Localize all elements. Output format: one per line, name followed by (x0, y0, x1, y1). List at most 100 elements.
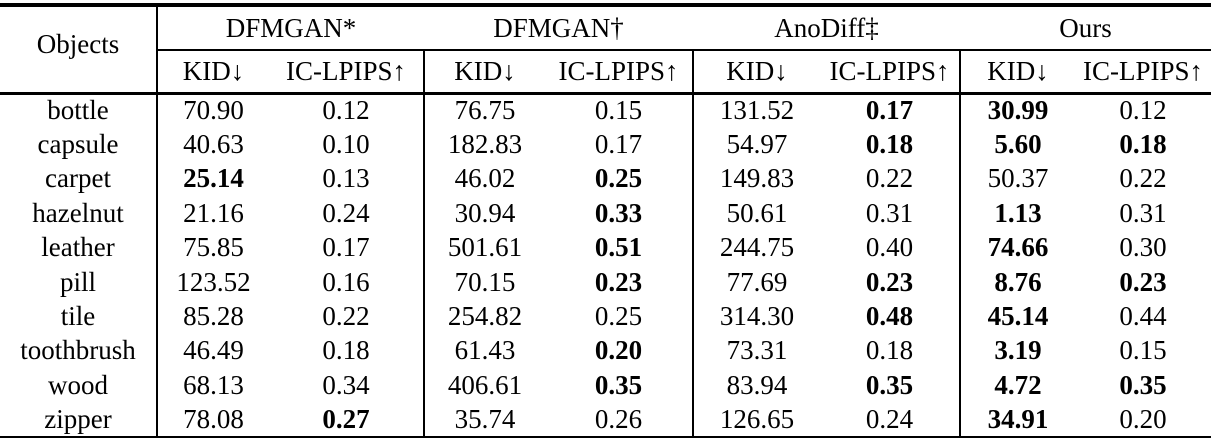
value-cell: 0.35 (594, 369, 643, 400)
object-name-cell: hazelnut (0, 196, 158, 231)
value-cell: 314.30 (692, 299, 820, 334)
value-cell: 76.75 (423, 93, 545, 128)
value-cell: 149.83 (692, 161, 820, 197)
value-cell: 85.28 (183, 301, 244, 332)
table-header: Objects DFMGAN* DFMGAN† AnoDiff‡ Ours KI… (0, 5, 1211, 95)
table-row: tile 85.28 0.22 254.82 0.25 314.30 0.48 45.14 0.… (0, 299, 1211, 334)
value-cell: 77.69 (692, 264, 820, 300)
value-cell: 25.14 (183, 163, 244, 194)
value-cell: 46.02 (423, 161, 545, 197)
value-cell: 0.34 (322, 369, 370, 400)
value-cell: 0.22 (322, 301, 370, 332)
value-cell: 68.13 (183, 369, 244, 400)
value-cell: 0.10 (322, 129, 370, 160)
group-header-ours: Ours (960, 5, 1211, 51)
value-cell: 50.61 (692, 196, 820, 231)
value-cell: 21.16 (183, 197, 244, 228)
value-cell: 0.33 (594, 197, 643, 228)
value-cell: 70.90 (183, 95, 244, 126)
value-cell: 0.16 (322, 266, 370, 297)
value-cell: 61.43 (423, 333, 545, 369)
object-name-cell: toothbrush (0, 333, 158, 369)
group-header-anodiff: AnoDiff‡ (693, 5, 960, 51)
value-cell: 74.66 (959, 230, 1075, 265)
value-cell: 254.82 (423, 299, 545, 334)
group-header-dfmgan-star: DFMGAN* (157, 5, 424, 51)
object-name-cell: wood (0, 368, 158, 403)
value-cell: 501.61 (423, 230, 545, 265)
value-cell: 0.20 (594, 335, 643, 366)
kid-header-dfmgan-star: KID↓ (157, 50, 269, 95)
table-row: toothbrush 46.49 0.18 61.43 0.20 73.31 0.18 3.1… (0, 333, 1211, 369)
value-cell: 0.51 (594, 232, 643, 263)
value-cell: 40.63 (183, 129, 244, 160)
value-cell: 0.35 (1119, 369, 1167, 400)
value-cell: 0.13 (322, 163, 370, 194)
value-cell: 3.19 (959, 333, 1075, 369)
value-cell: 0.24 (322, 197, 370, 228)
value-cell: 0.18 (1119, 129, 1167, 160)
value-cell: 0.22 (865, 163, 914, 194)
value-cell: 0.25 (594, 163, 643, 194)
value-cell: 182.83 (423, 127, 545, 162)
value-cell: 406.61 (423, 368, 545, 403)
value-cell: 0.27 (322, 403, 370, 434)
value-cell: 0.31 (865, 197, 914, 228)
object-name-cell: tile (0, 299, 158, 334)
value-cell: 0.15 (594, 95, 643, 126)
value-cell: 35.74 (423, 402, 545, 437)
iclpips-header-ours: IC-LPIPS↑ (1075, 50, 1211, 95)
value-cell: 0.18 (865, 129, 914, 160)
value-cell: 0.48 (865, 301, 914, 332)
value-cell: 0.24 (865, 403, 914, 434)
group-header-dfmgan-dagger: DFMGAN† (424, 5, 693, 51)
object-name-cell: bottle (0, 93, 158, 128)
value-cell: 8.76 (959, 264, 1075, 300)
value-cell: 0.26 (594, 403, 643, 434)
value-cell: 244.75 (692, 230, 820, 265)
object-name-cell: pill (0, 264, 158, 300)
value-cell: 83.94 (692, 368, 820, 403)
table-row: bottle 70.90 0.12 76.75 0.15 131.52 0.17 30.99 0… (0, 93, 1211, 128)
value-cell: 0.31 (1119, 197, 1167, 228)
value-cell: 0.17 (865, 95, 914, 126)
object-name-cell: capsule (0, 127, 158, 162)
value-cell: 4.72 (959, 368, 1075, 403)
value-cell: 34.91 (959, 402, 1075, 437)
value-cell: 0.15 (1119, 335, 1167, 366)
value-cell: 1.13 (959, 196, 1075, 231)
value-cell: 78.08 (183, 403, 244, 434)
table-row: wood 68.13 0.34 406.61 0.35 83.94 0.35 4.72 0.35 (0, 368, 1211, 403)
value-cell: 0.23 (594, 266, 643, 297)
value-cell: 70.15 (423, 264, 545, 300)
value-cell: 46.49 (183, 335, 244, 366)
value-cell: 0.23 (865, 266, 914, 297)
value-cell: 0.17 (594, 129, 643, 160)
kid-header-dfmgan-dagger: KID↓ (423, 50, 545, 95)
value-cell: 0.25 (594, 301, 643, 332)
table-row: carpet 25.14 0.13 46.02 0.25 149.83 0.22 50.37 0… (0, 161, 1211, 197)
table-row: leather 75.85 0.17 501.61 0.51 244.75 0.40 74.6… (0, 230, 1211, 265)
value-cell: 0.40 (865, 232, 914, 263)
kid-header-anodiff: KID↓ (692, 50, 820, 95)
object-name-cell: zipper (0, 402, 158, 437)
value-cell: 45.14 (959, 299, 1075, 334)
value-cell: 131.52 (692, 93, 820, 128)
value-cell: 0.22 (1119, 163, 1167, 194)
table-row: zipper 78.08 0.27 35.74 0.26 126.65 0.24 34.91 0… (0, 402, 1211, 437)
iclpips-header-dfmgan-dagger: IC-LPIPS↑ (545, 50, 693, 95)
object-name-cell: leather (0, 230, 158, 265)
value-cell: 0.18 (322, 335, 370, 366)
object-name-cell: carpet (0, 161, 158, 197)
metric-header-row: KID↓ IC-LPIPS↑ KID↓ IC-LPIPS↑ KID↓ IC-LP… (0, 50, 1211, 95)
table-row: pill 123.52 0.16 70.15 0.23 77.69 0.23 8.76 0.23 (0, 264, 1211, 300)
value-cell: 0.17 (322, 232, 370, 263)
value-cell: 0.30 (1119, 232, 1167, 263)
objects-column-header: Objects (0, 5, 158, 95)
value-cell: 0.12 (322, 95, 370, 126)
kid-header-ours: KID↓ (959, 50, 1075, 95)
value-cell: 0.23 (1119, 266, 1167, 297)
value-cell: 0.20 (1119, 403, 1167, 434)
iclpips-header-dfmgan-star: IC-LPIPS↑ (269, 50, 424, 95)
